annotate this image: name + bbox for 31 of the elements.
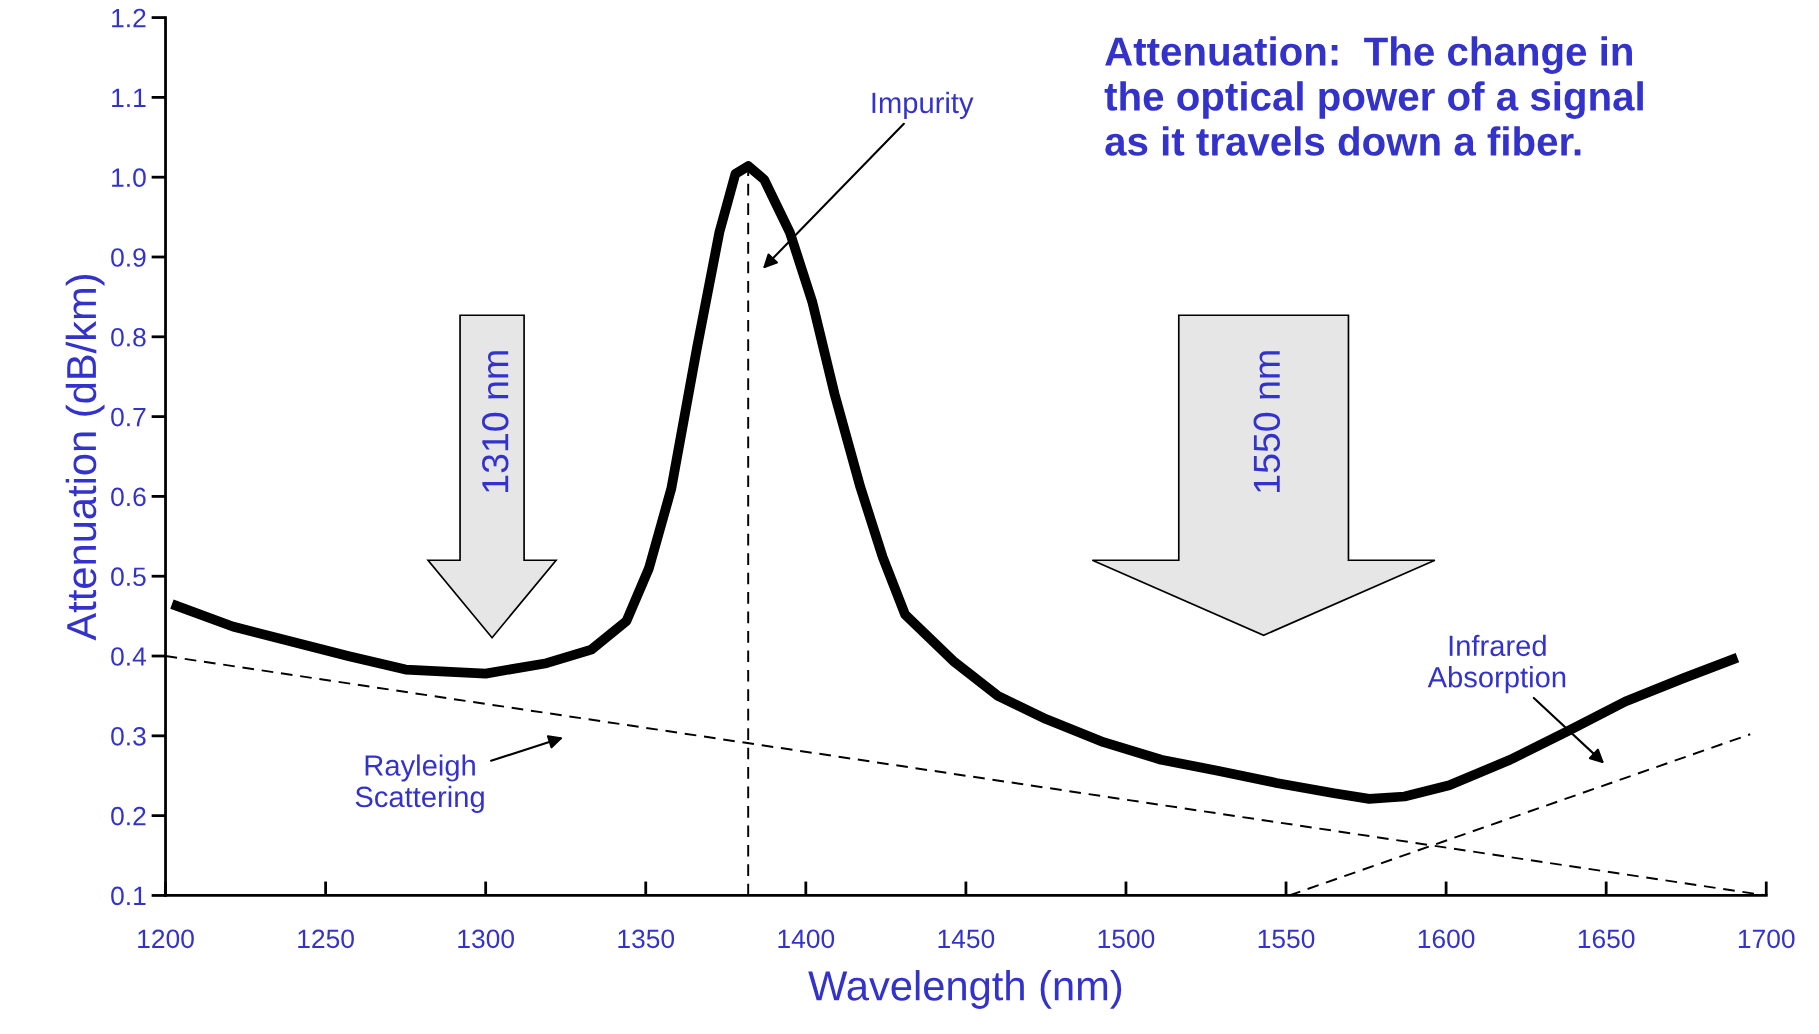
y-tick-label: 1.2 [112,8,146,28]
y-tick-label: 0.9 [111,248,146,267]
x-tick-label: 1550 [1258,929,1315,949]
x-tick-label: 1300 [458,929,514,949]
x-tick-label: 1700 [1738,929,1795,949]
y-tick-label: 1.0 [112,168,146,188]
annotation: 1310 nm [481,351,509,492]
annotation: Impurity [872,91,974,119]
annotation: Attenuation: The change in the optical power of a signal as it travels down a fiber. [1104,36,1643,156]
y-tick-label: 0.4 [111,647,147,666]
x-tick-label: 1250 [298,929,354,949]
x-tick-label: 1350 [618,929,675,949]
x-tick-label: 1450 [938,929,995,949]
y-tick-label: 0.2 [111,806,146,826]
y-tick-label: 0.6 [111,487,146,507]
y-tick-label: 0.8 [111,327,146,347]
x-tick-label: 1600 [1418,929,1475,949]
y-tick-label: 0.1 [111,886,146,906]
x-tick-label: 1650 [1578,929,1635,949]
annotation: 1550 nm [1253,351,1281,492]
annotation: Infrared Absorption [1427,634,1566,694]
y-tick-label: 0.3 [111,726,146,746]
y-tick-label: 1.1 [112,88,146,107]
x-axis-title: Wavelength (nm) [808,970,1122,1009]
x-tick-label: 1400 [778,929,835,949]
y-tick-label: 0.5 [111,567,146,587]
y-tick-label: 0.7 [111,407,146,427]
annotation: Rayleigh Scattering [355,754,484,814]
x-tick-label: 1200 [138,929,194,949]
y-axis-title: Attenuation (dB/km) [65,274,105,641]
x-tick-label: 1500 [1098,929,1155,949]
